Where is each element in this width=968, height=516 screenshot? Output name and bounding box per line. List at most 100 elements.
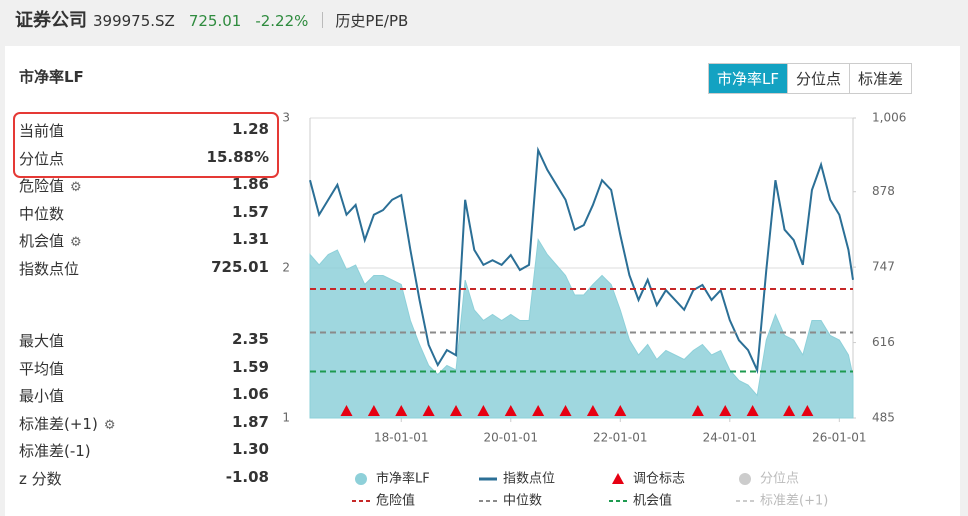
rebalance-marker	[450, 405, 463, 416]
settings-icon[interactable]: ⚙	[70, 180, 82, 195]
stat-label: 危险值 ⚙	[19, 177, 82, 195]
rebalance-marker	[783, 405, 796, 416]
history-link[interactable]: 历史PE/PB	[335, 12, 409, 30]
legend-item[interactable]: 市净率LF	[355, 471, 430, 487]
index-code: 399975.SZ	[93, 12, 175, 30]
stat-row: 平均值 1.59	[19, 358, 269, 379]
rebalance-marker	[395, 405, 408, 416]
legend-swatch	[612, 473, 624, 484]
highlight-box	[13, 112, 279, 178]
stat-value: 1.86	[231, 175, 269, 193]
legend-item[interactable]: 调仓标志	[612, 472, 685, 487]
stat-value: 1.06	[231, 385, 269, 404]
rebalance-marker	[614, 405, 627, 416]
legend-label: 市净率LF	[376, 471, 430, 487]
legend-label: 调仓标志	[633, 472, 685, 487]
legend-swatch	[355, 473, 367, 485]
tab[interactable]: 标准差	[849, 64, 911, 93]
y-tick-label: 3	[282, 111, 290, 125]
legend-label: 标准差(+1)	[760, 494, 828, 509]
stat-label: 标准差(+1) ⚙	[19, 414, 116, 433]
tab[interactable]: 市净率LF	[709, 64, 787, 93]
legend-item[interactable]: 标准差(+1)	[736, 494, 828, 509]
rebalance-marker	[801, 405, 814, 416]
tab[interactable]: 分位点	[787, 64, 849, 93]
legend-item[interactable]: 指数点位	[479, 472, 555, 487]
pb-area	[309, 237, 854, 419]
stat-row: 标准差(+1) ⚙ 1.87	[19, 413, 269, 434]
x-tick-label: 24-01-01	[703, 431, 757, 445]
legend-item[interactable]: 危险值	[352, 493, 415, 509]
x-tick-label: 18-01-01	[374, 431, 428, 445]
stat-value: -1.08	[225, 468, 269, 486]
stat-value: 725.01	[211, 257, 269, 276]
stat-label: 分位点	[19, 149, 65, 168]
stat-value: 1.57	[231, 202, 269, 221]
stat-row: 指数点位 725.01	[19, 258, 269, 279]
stat-label: 最小值	[19, 387, 65, 406]
y2-tick-label: 1,006	[872, 111, 906, 125]
panel: 市净率LF 市净率LF 分位点 标准差 当前值 1.28 分位点 15.88% 危险值 ⚙ 1.…	[5, 46, 960, 516]
stat-row: 标准差(-1) 1.30	[19, 440, 269, 461]
legend-item[interactable]: 中位数	[479, 494, 542, 509]
rebalance-marker	[422, 405, 435, 416]
rebalance-marker	[504, 405, 517, 416]
change: -2.22%	[255, 12, 309, 30]
stat-value: 1.59	[231, 357, 269, 376]
stat-value: 1.30	[231, 440, 269, 459]
stat-value: 15.88%	[206, 147, 269, 166]
legend-label: 中位数	[503, 494, 542, 509]
stat-row: 最小值 1.06	[19, 385, 269, 406]
stat-row: 分位点 15.88%	[19, 148, 269, 169]
settings-icon[interactable]: ⚙	[103, 417, 116, 433]
panel-title: 市净率LF	[19, 68, 84, 86]
index-name: 证券公司	[15, 10, 87, 31]
stat-label: 中位数	[19, 204, 65, 223]
legend-label: 危险值	[376, 493, 415, 509]
rebalance-marker	[719, 405, 732, 416]
settings-icon[interactable]: ⚙	[70, 235, 82, 250]
legend-swatch	[739, 473, 751, 485]
stat-row: 危险值 ⚙ 1.86	[19, 175, 269, 196]
stat-value: 2.35	[231, 330, 269, 348]
price: 725.01	[188, 12, 242, 30]
stat-value: 1.87	[231, 412, 269, 431]
y2-tick-label: 747	[872, 260, 895, 274]
header: 证券公司 399975.SZ 725.01 -2.22% 历史PE/PB	[15, 6, 408, 32]
x-tick-label: 20-01-01	[484, 431, 538, 445]
stat-row: 当前值 1.28	[19, 120, 269, 141]
rebalance-marker	[691, 405, 704, 416]
rebalance-marker	[367, 405, 380, 416]
rebalance-marker	[532, 405, 545, 416]
rebalance-marker	[477, 405, 490, 416]
rebalance-marker	[340, 405, 353, 416]
y2-tick-label: 878	[872, 184, 895, 198]
y-tick-label: 2	[282, 261, 290, 275]
y2-tick-label: 485	[872, 411, 895, 425]
stat-label: 平均值	[19, 359, 65, 378]
legend-item[interactable]: 分位点	[739, 472, 799, 487]
stat-value: 1.31	[231, 230, 269, 248]
stat-label: 机会值 ⚙	[19, 232, 82, 250]
index-line	[309, 146, 854, 375]
stat-row: 机会值 ⚙ 1.31	[19, 230, 269, 251]
rebalance-marker	[559, 405, 572, 416]
stat-value: 1.28	[231, 120, 269, 138]
legend-item[interactable]: 机会值	[609, 493, 672, 509]
stat-row: 最大值 2.35	[19, 330, 269, 351]
stat-label: 最大值	[19, 332, 65, 350]
stat-label: z 分数	[19, 470, 62, 488]
stat-label: 指数点位	[19, 259, 80, 278]
stat-row: z 分数 -1.08	[19, 468, 269, 489]
y-tick-label: 1	[282, 411, 290, 425]
separator	[322, 12, 324, 28]
x-tick-label: 22-01-01	[593, 431, 647, 445]
stat-label: 标准差(-1)	[19, 442, 91, 461]
legend-label: 机会值	[633, 493, 672, 509]
legend-label: 分位点	[760, 472, 799, 487]
legend-label: 指数点位	[503, 472, 555, 487]
stat-label: 当前值	[19, 122, 65, 140]
rebalance-marker	[746, 405, 759, 416]
